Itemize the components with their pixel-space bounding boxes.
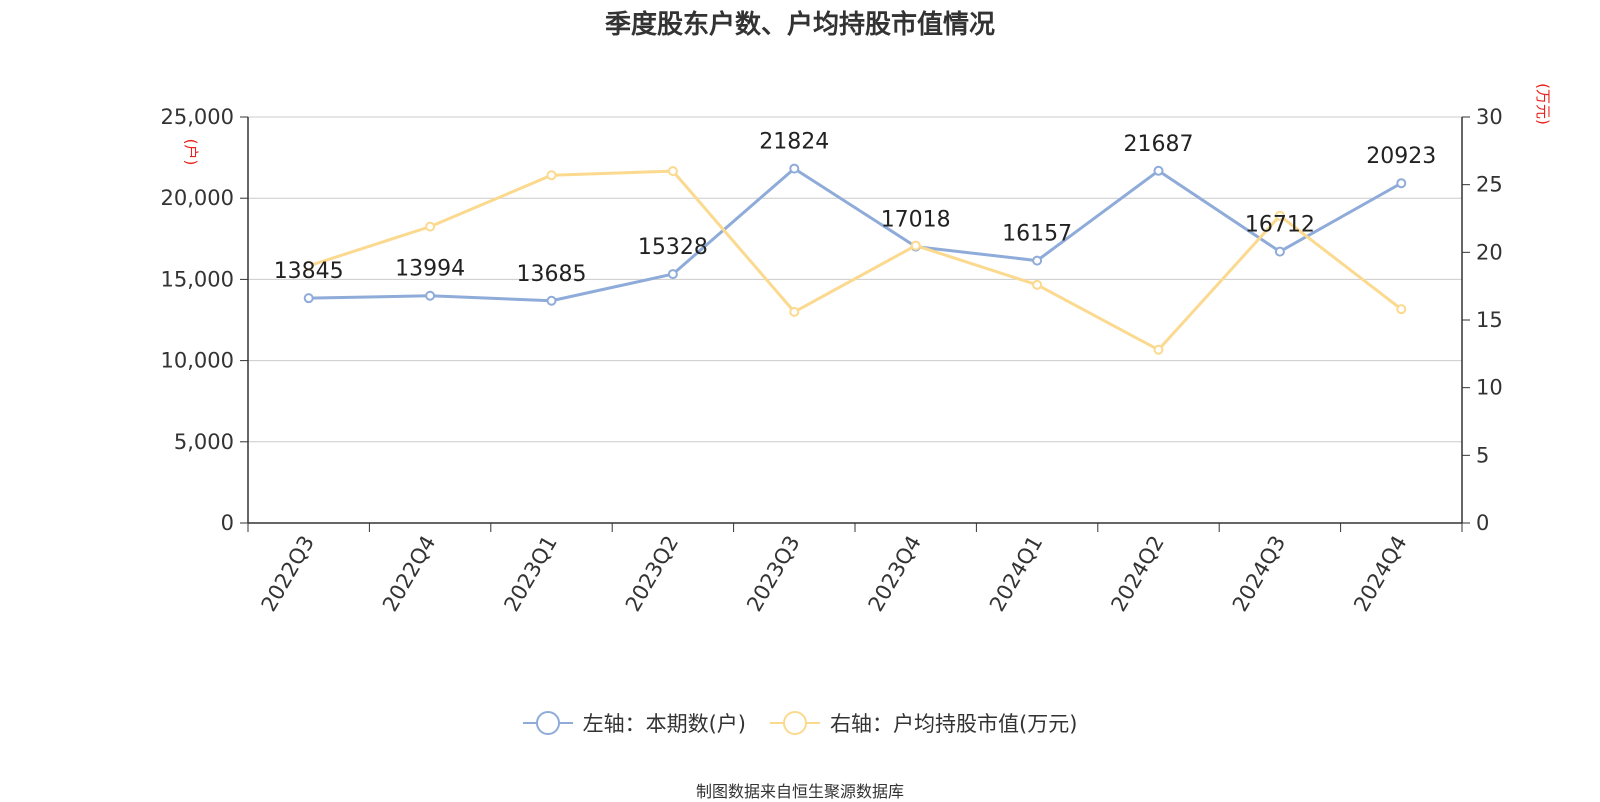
data-label: 21824 (759, 130, 829, 155)
data-label: 15328 (638, 235, 708, 260)
right-axis-tick-label: 10 (1476, 376, 1503, 400)
x-axis-tick-label: 2024Q1 (985, 532, 1047, 616)
left-axis-tick-label: 5,000 (174, 430, 234, 454)
chart-title: 季度股东户数、户均持股市值情况 (604, 10, 995, 40)
data-label: 21687 (1124, 132, 1194, 157)
right-series-point (303, 260, 314, 271)
right-series-point (1153, 344, 1164, 355)
right-axis-tick-label: 5 (1476, 443, 1489, 467)
data-label: 16157 (1002, 222, 1072, 247)
right-series-point (1396, 304, 1407, 315)
right-series-point (425, 221, 436, 232)
left-series-point (1032, 255, 1043, 266)
left-series-point (667, 269, 678, 280)
right-axis-tick-label: 30 (1476, 105, 1503, 129)
left-series-point (303, 293, 314, 304)
left-series-point (789, 163, 800, 174)
legend: 左轴：本期数(户) 右轴：户均持股市值(万元) (0, 708, 1600, 738)
legend-item-left-series[interactable]: 左轴：本期数(户) (522, 708, 746, 738)
left-series-point (425, 290, 436, 301)
data-label: 13845 (274, 259, 344, 284)
left-series-point (1274, 246, 1285, 257)
x-axis-tick-label: 2023Q2 (621, 532, 683, 616)
data-label: 17018 (881, 208, 951, 233)
x-axis-tick-label: 2024Q3 (1228, 532, 1290, 616)
legend-left-series-marker-icon (522, 711, 573, 735)
x-axis-tick-label: 2024Q4 (1349, 532, 1411, 616)
right-axis-tick-label: 25 (1476, 173, 1503, 197)
source-note: 制图数据来自恒生聚源数据库 (695, 782, 904, 801)
right-series-point (667, 166, 678, 177)
left-axis-tick-label: 20,000 (161, 186, 234, 210)
data-labels: 13845 13994 13685 15328 21824 17018 16157 21687… (274, 130, 1437, 287)
right-series-line (308, 169, 1403, 352)
legend-item-right-series[interactable]: 右轴：户均持股市值(万元) (770, 708, 1077, 738)
right-axis-unit: (万元) (1534, 83, 1552, 125)
x-axis-tick-label: 2023Q1 (499, 532, 561, 616)
left-axis-tick-label: 0 (221, 511, 234, 535)
axes: 0 5,000 10,000 15,000 20,000 25,000 0 5 10 15 20 25… (161, 83, 1552, 616)
right-series-point (1032, 279, 1043, 290)
data-label: 13685 (517, 262, 587, 287)
left-series-point (546, 295, 557, 306)
legend-left-series-label: 左轴：本期数(户) (582, 712, 746, 736)
chart-svg: 0 5,000 10,000 15,000 20,000 25,000 0 5 10 15 20 25… (161, 83, 1552, 616)
data-label: 16712 (1245, 213, 1315, 238)
data-label: 13994 (395, 257, 465, 282)
series-layer (303, 163, 1407, 355)
left-series-line (308, 167, 1403, 303)
right-series-point (546, 170, 557, 181)
left-axis-tick-label: 15,000 (161, 267, 234, 291)
right-series-point (789, 306, 800, 317)
x-axis-tick-label: 2023Q4 (864, 532, 926, 616)
right-series-point (910, 240, 921, 251)
x-axis-tick-label: 2023Q3 (742, 532, 804, 616)
left-series-point (1396, 178, 1407, 189)
right-axis-tick-label: 20 (1476, 240, 1503, 264)
left-axis-tick-label: 25,000 (161, 105, 234, 129)
right-axis-tick-label: 15 (1476, 308, 1503, 332)
left-axis-unit: (户) (182, 139, 200, 166)
x-axis-tick-label: 2022Q3 (257, 532, 319, 616)
left-series-point (1153, 165, 1164, 176)
legend-right-series-label: 右轴：户均持股市值(万元) (830, 712, 1078, 736)
x-axis-tick-label: 2022Q4 (378, 532, 440, 616)
left-axis-tick-label: 10,000 (161, 349, 234, 373)
right-axis-tick-label: 0 (1476, 511, 1489, 535)
data-label: 20923 (1366, 144, 1436, 169)
x-axis-tick-label: 2024Q2 (1106, 532, 1168, 616)
right-series-point (1274, 210, 1285, 221)
legend-right-series-marker-icon (770, 711, 820, 735)
